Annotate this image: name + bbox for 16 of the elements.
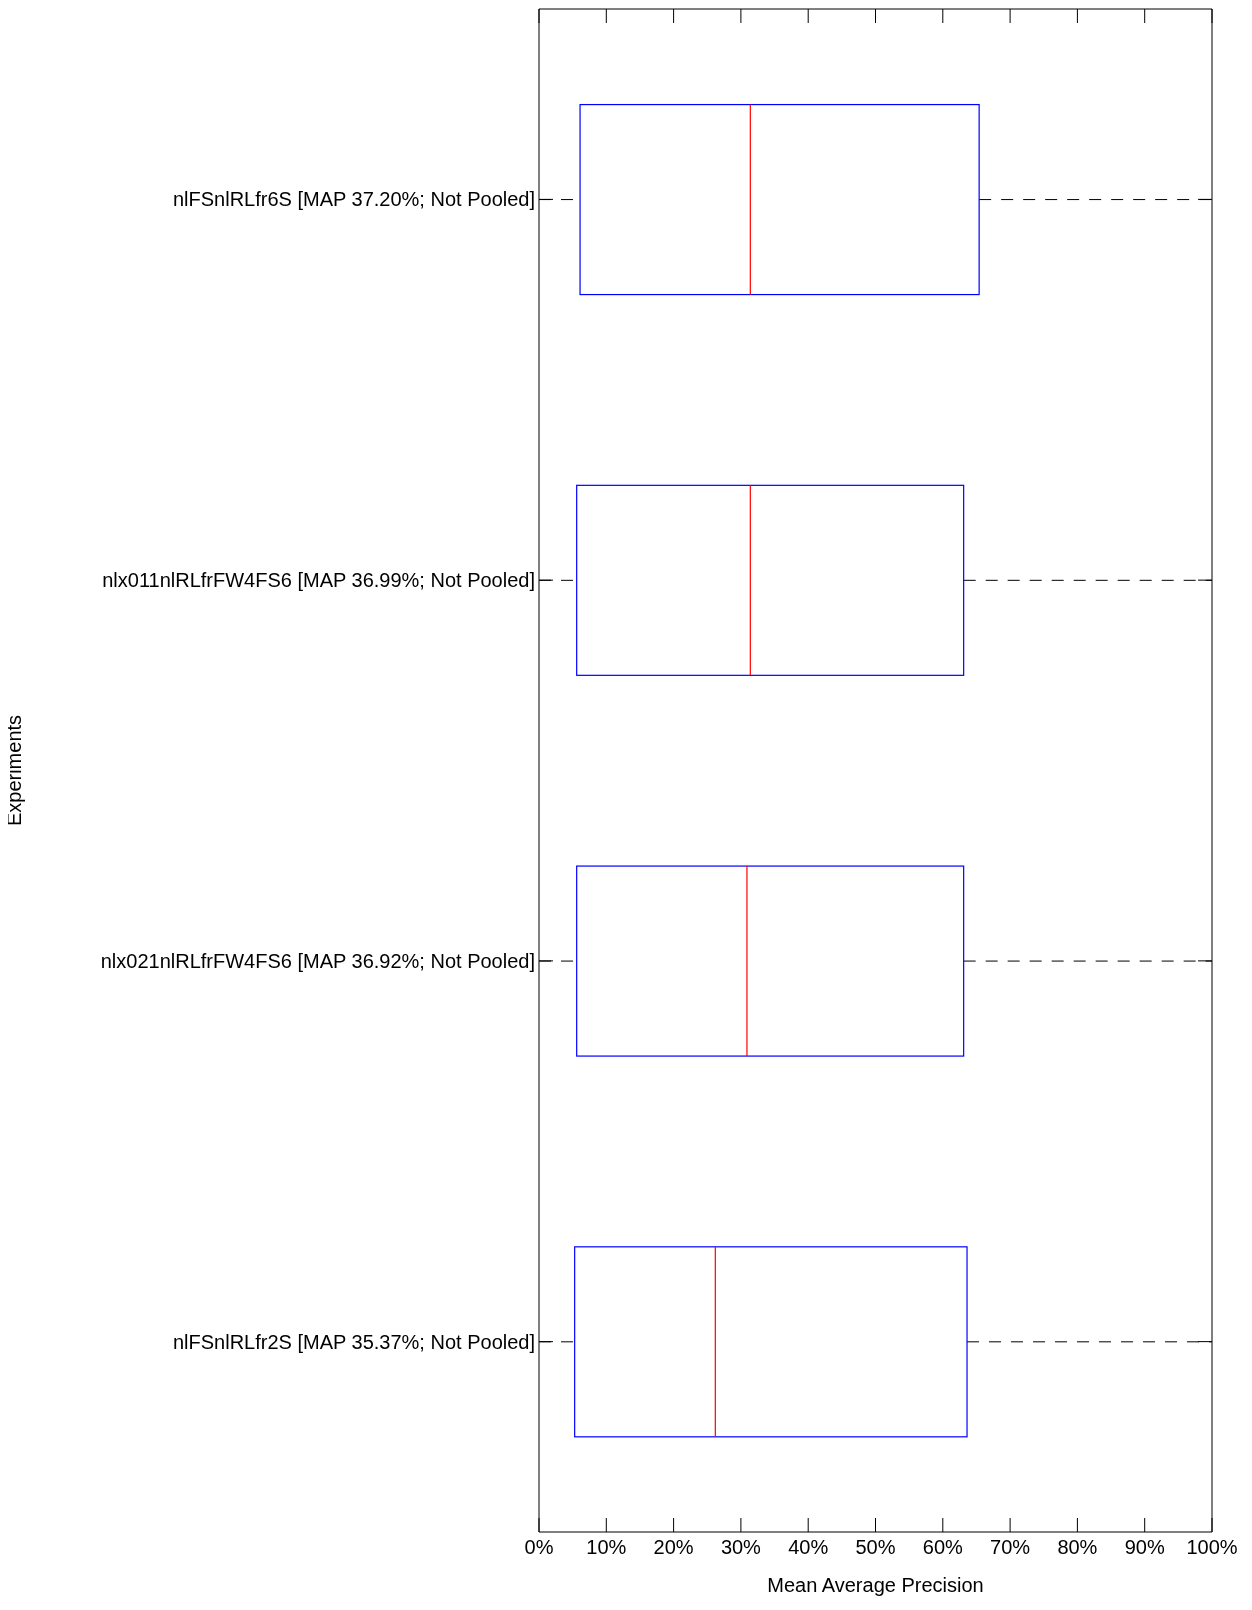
- x-tick-label: 50%: [855, 1536, 896, 1559]
- x-tick-label: 60%: [922, 1536, 964, 1559]
- x-tick-label: 40%: [788, 1536, 829, 1559]
- y-tick-label: nlFSnlRLfr2S [MAP 35.37%; Not Pooled]: [172, 1330, 535, 1353]
- x-tick-label: 70%: [990, 1536, 1031, 1559]
- y-tick-label: nlx021nlRLfrFW4FS6 [MAP 36.92%; Not Pooled]: [100, 949, 535, 972]
- y-tick-label: nlx011nlRLfrFW4FS6 [MAP 36.99%; Not Pooled]: [102, 569, 535, 592]
- x-tick-label: 30%: [720, 1536, 762, 1559]
- x-tick-label: 90%: [1124, 1536, 1165, 1559]
- x-tick-label: 10%: [586, 1536, 627, 1559]
- x-axis-title: Mean Average Precision: [767, 1574, 984, 1596]
- x-tick-label: 20%: [653, 1536, 694, 1559]
- y-tick-label: nlFSnlRLfr6S [MAP 37.20%; Not Pooled]: [172, 188, 535, 211]
- x-tick-label: 80%: [1057, 1536, 1098, 1559]
- x-tick-label: 0%: [524, 1536, 554, 1559]
- x-tick-label: 100%: [1186, 1536, 1238, 1559]
